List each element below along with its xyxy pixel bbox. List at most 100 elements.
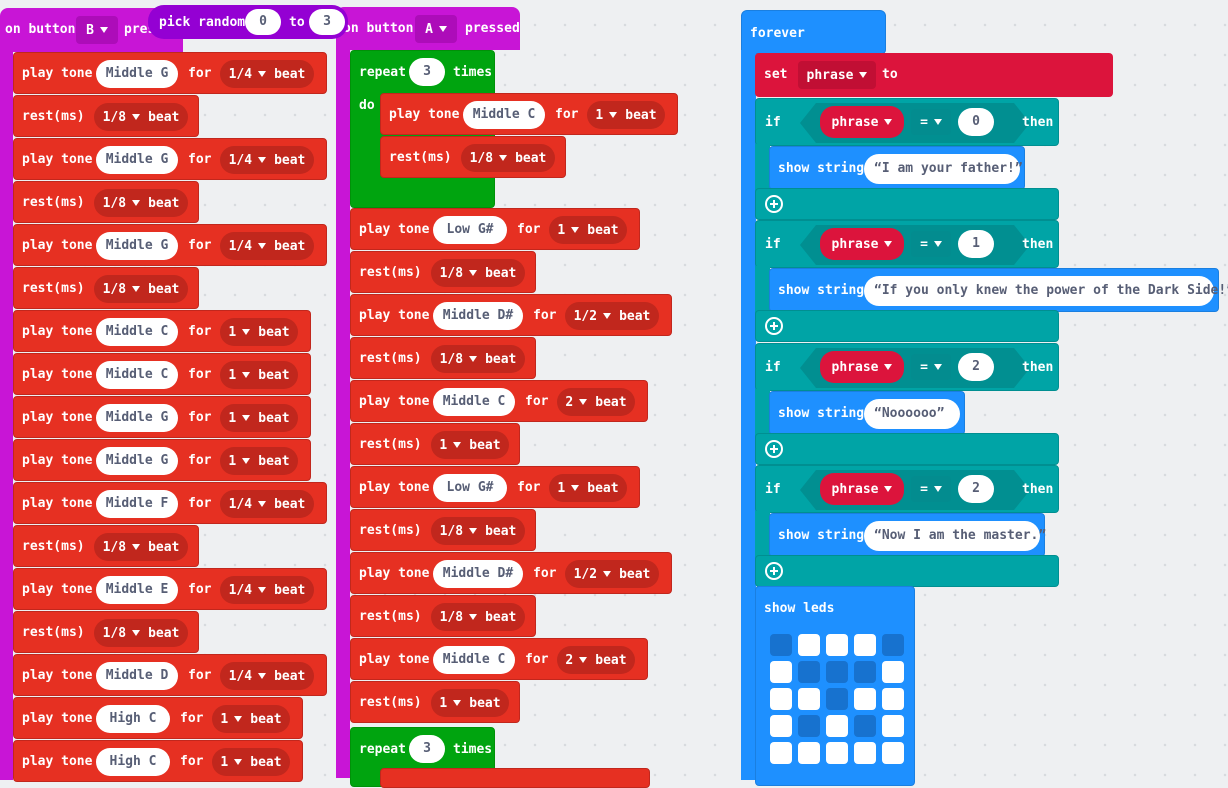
beat-dropdown[interactable]: 1 beat xyxy=(220,361,298,389)
led-cell[interactable] xyxy=(882,634,904,656)
show-string-block[interactable]: show string “Now I am the master.” xyxy=(769,513,1046,557)
note-picker[interactable]: Middle C xyxy=(463,101,545,129)
set-variable-block[interactable]: set phrase to xyxy=(755,53,1113,97)
rest-block[interactable]: rest(ms) 1/8 beat xyxy=(350,251,536,293)
play-tone-block[interactable]: play tone Low G# for 1 beat xyxy=(350,466,640,508)
show-string-block[interactable]: show string “Noooooo” xyxy=(769,391,965,435)
led-cell[interactable] xyxy=(826,661,848,683)
led-cell[interactable] xyxy=(798,715,820,737)
show-string-block[interactable]: show string “I am your father!” xyxy=(769,146,1025,190)
play-tone-block[interactable]: play tone Middle C for 2 beat xyxy=(350,638,648,680)
show-string-block[interactable]: show string “If you only knew the power o… xyxy=(769,268,1228,312)
led-cell[interactable] xyxy=(798,661,820,683)
led-cell[interactable] xyxy=(882,715,904,737)
note-picker[interactable]: High C xyxy=(96,748,170,776)
repeat-count-input[interactable]: 3 xyxy=(409,58,445,86)
note-picker[interactable]: Middle G xyxy=(96,146,178,174)
note-picker[interactable]: Middle G xyxy=(96,447,178,475)
variable-reporter[interactable]: phrase xyxy=(820,473,904,505)
beat-dropdown[interactable]: 1/8 beat xyxy=(94,619,188,647)
play-tone-block[interactable]: play tone Middle F for 1/4 beat xyxy=(13,482,327,524)
note-picker[interactable]: Middle G xyxy=(96,232,178,260)
beat-dropdown[interactable]: 1 beat xyxy=(220,318,298,346)
beat-dropdown[interactable]: 1/2 beat xyxy=(565,560,659,588)
play-tone-block[interactable]: play tone Low G# for 1 beat xyxy=(350,208,640,250)
forever-block[interactable]: forever xyxy=(741,10,886,54)
beat-dropdown[interactable]: 2 beat xyxy=(557,646,635,674)
note-picker[interactable]: Middle G xyxy=(96,60,178,88)
play-tone-block[interactable]: play tone High C for 1 beat xyxy=(13,697,303,739)
beat-dropdown[interactable]: 1/4 beat xyxy=(220,60,314,88)
note-picker[interactable]: Middle D# xyxy=(433,302,523,330)
play-tone-block[interactable]: play tone Middle E for 1/4 beat xyxy=(13,568,327,610)
add-else-icon[interactable] xyxy=(765,317,783,335)
note-picker[interactable]: Middle C xyxy=(96,361,178,389)
button-dropdown[interactable]: A xyxy=(415,15,457,43)
variable-dropdown[interactable]: phrase xyxy=(798,61,876,89)
repeat-count-input[interactable]: 3 xyxy=(409,735,445,763)
beat-dropdown[interactable]: 1 beat xyxy=(587,101,665,129)
pick-random-block[interactable]: pick random 0 to 3 xyxy=(148,5,348,39)
beat-dropdown[interactable]: 1/8 beat xyxy=(461,144,555,172)
rest-block[interactable]: rest(ms) 1/8 beat xyxy=(13,267,199,309)
operator-dropdown[interactable]: = xyxy=(911,109,951,135)
led-cell[interactable] xyxy=(826,634,848,656)
beat-dropdown[interactable]: 1 beat xyxy=(220,447,298,475)
rest-block[interactable]: rest(ms) 1/8 beat xyxy=(13,95,199,137)
beat-dropdown[interactable]: 1/4 beat xyxy=(220,490,314,518)
beat-dropdown[interactable]: 1/2 beat xyxy=(565,302,659,330)
led-cell[interactable] xyxy=(826,688,848,710)
note-picker[interactable]: Middle F xyxy=(96,490,178,518)
play-tone-block[interactable]: play tone Middle D for 1/4 beat xyxy=(13,654,327,696)
note-picker[interactable]: Middle G xyxy=(96,404,178,432)
rest-block[interactable]: rest(ms) 1/8 beat xyxy=(350,509,536,551)
add-else-icon[interactable] xyxy=(765,440,783,458)
play-tone-block[interactable] xyxy=(380,768,650,788)
led-cell[interactable] xyxy=(770,634,792,656)
beat-dropdown[interactable]: 1 beat xyxy=(212,748,290,776)
button-dropdown[interactable]: B xyxy=(76,16,118,44)
string-input[interactable]: “I am your father!” xyxy=(864,154,1023,184)
random-min-input[interactable]: 0 xyxy=(245,9,281,35)
play-tone-block[interactable]: play tone Middle G for 1 beat xyxy=(13,396,311,438)
beat-dropdown[interactable]: 1/4 beat xyxy=(220,662,314,690)
string-input[interactable]: “Now I am the master.” xyxy=(864,521,1046,551)
note-picker[interactable]: Middle C xyxy=(96,318,178,346)
note-picker[interactable]: Low G# xyxy=(433,474,507,502)
led-cell[interactable] xyxy=(826,742,848,764)
if-block[interactable]: if phrase = 2 then xyxy=(755,343,1059,391)
if-block[interactable]: if phrase = 0 then xyxy=(755,98,1059,146)
beat-dropdown[interactable]: 1/4 beat xyxy=(220,232,314,260)
beat-dropdown[interactable]: 1/4 beat xyxy=(220,146,314,174)
operator-dropdown[interactable]: = xyxy=(911,476,951,502)
compare-value-input[interactable]: 0 xyxy=(958,108,994,136)
compare-value-input[interactable]: 1 xyxy=(958,230,994,258)
beat-dropdown[interactable]: 1 beat xyxy=(549,216,627,244)
rest-block[interactable]: rest(ms) 1/8 beat xyxy=(350,337,536,379)
play-tone-block[interactable]: play tone Middle G for 1/4 beat xyxy=(13,52,327,94)
note-picker[interactable]: Middle C xyxy=(433,388,515,416)
play-tone-block[interactable]: play tone Middle C for 1 beat xyxy=(380,93,678,135)
beat-dropdown[interactable]: 1/8 beat xyxy=(94,189,188,217)
play-tone-block[interactable]: play tone Middle D# for 1/2 beat xyxy=(350,552,672,594)
play-tone-block[interactable]: play tone Middle G for 1 beat xyxy=(13,439,311,481)
led-cell[interactable] xyxy=(798,688,820,710)
string-input[interactable]: “If you only knew the power of the Dark … xyxy=(864,276,1228,306)
play-tone-block[interactable]: play tone Middle G for 1/4 beat xyxy=(13,138,327,180)
led-cell[interactable] xyxy=(770,661,792,683)
beat-dropdown[interactable]: 1/8 beat xyxy=(94,533,188,561)
beat-dropdown[interactable]: 1/8 beat xyxy=(431,603,525,631)
if-block[interactable]: if phrase = 1 then xyxy=(755,220,1059,268)
show-leds-block[interactable]: show leds xyxy=(755,586,915,786)
note-picker[interactable]: Low G# xyxy=(433,216,507,244)
led-cell[interactable] xyxy=(882,742,904,764)
beat-dropdown[interactable]: 1 beat xyxy=(549,474,627,502)
rest-block[interactable]: rest(ms) 1/8 beat xyxy=(350,595,536,637)
led-cell[interactable] xyxy=(826,715,848,737)
play-tone-block[interactable]: play tone High C for 1 beat xyxy=(13,740,303,782)
beat-dropdown[interactable]: 1 beat xyxy=(212,705,290,733)
play-tone-block[interactable]: play tone Middle D# for 1/2 beat xyxy=(350,294,672,336)
led-cell[interactable] xyxy=(770,715,792,737)
beat-dropdown[interactable]: 1/8 beat xyxy=(94,275,188,303)
rest-block[interactable]: rest(ms) 1/8 beat xyxy=(13,181,199,223)
